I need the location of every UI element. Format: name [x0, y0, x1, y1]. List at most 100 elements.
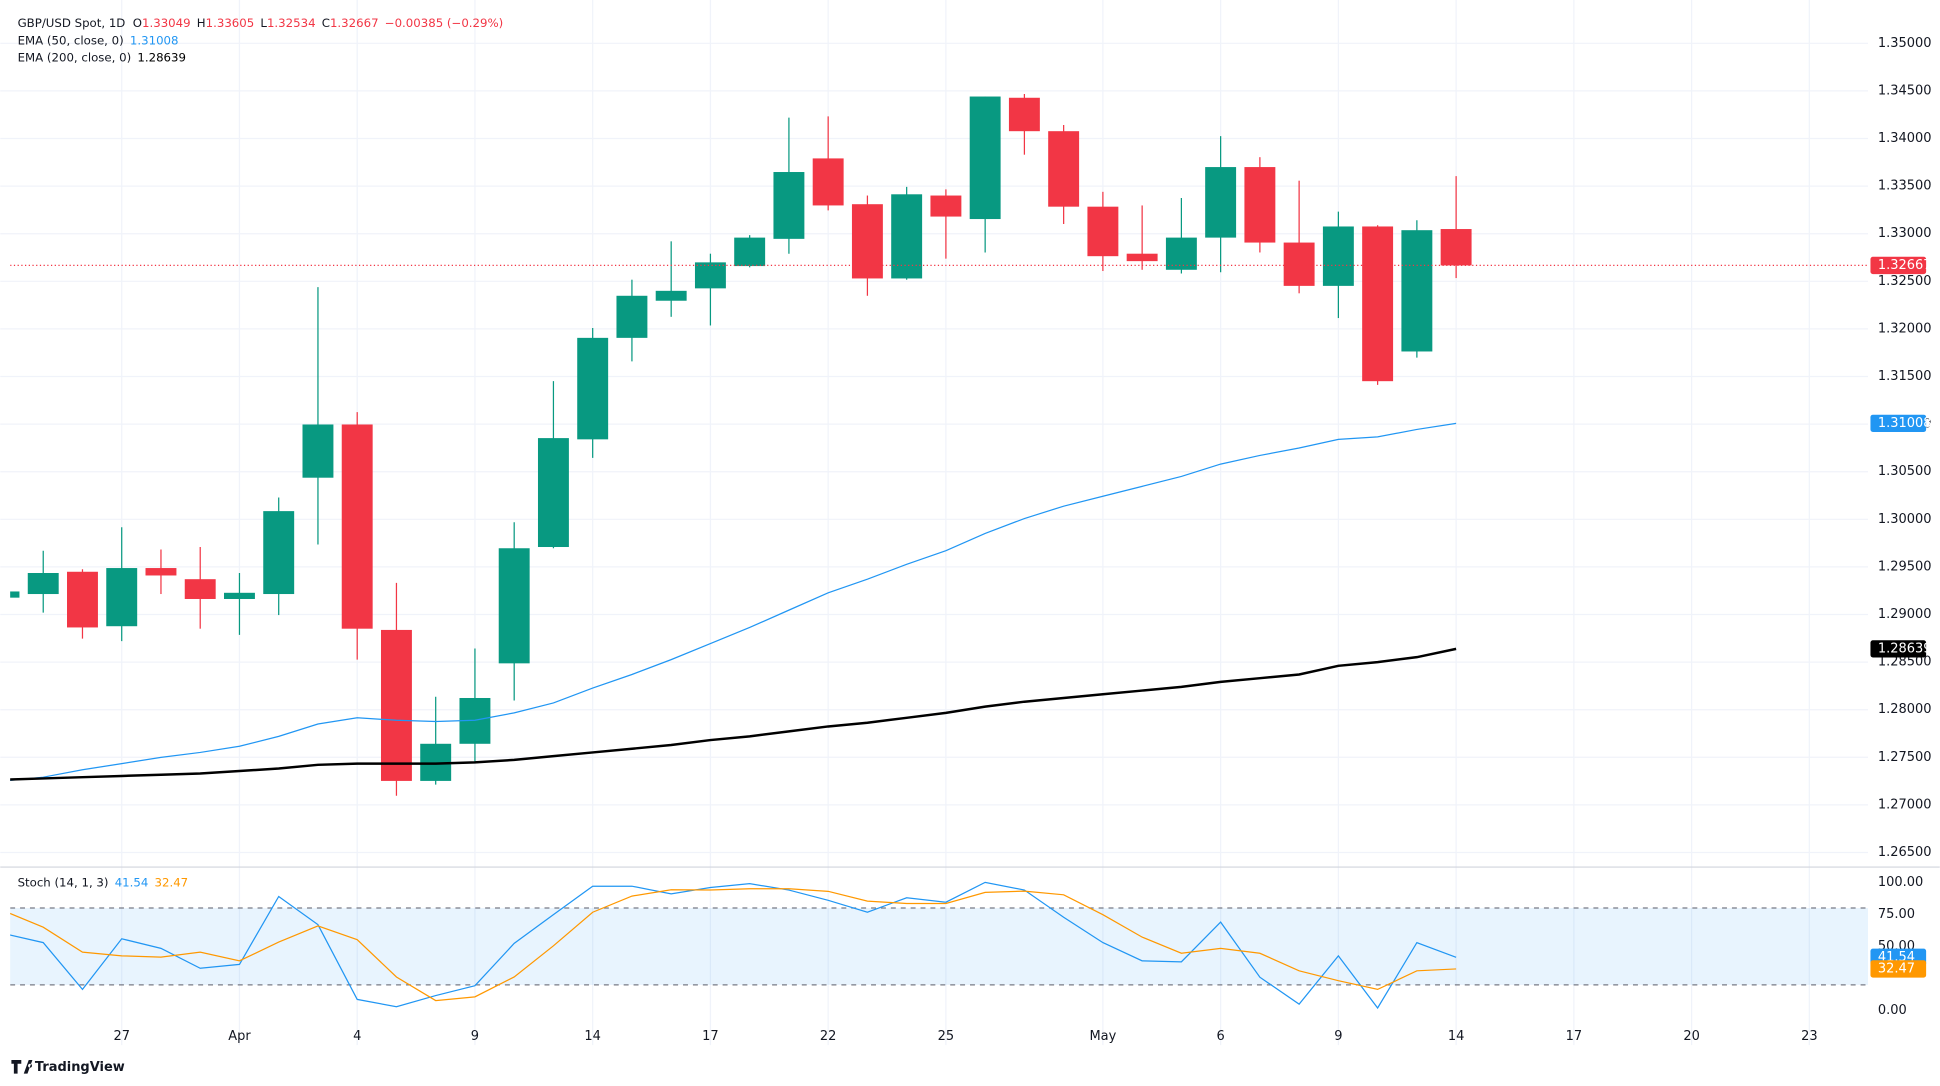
legend-entry: EMA (50, close, 0) — [18, 33, 124, 47]
brand: TradingView — [35, 1060, 125, 1075]
candle-body — [498, 548, 530, 664]
candle-body — [184, 579, 216, 599]
stoch-line — [10, 881, 1457, 1010]
price-pane — [10, 94, 1868, 796]
change: −0.00385 (−0.29%) — [385, 16, 504, 30]
y-tick-label: 1.33000 — [1878, 226, 1932, 241]
candle-body — [1283, 242, 1315, 286]
candle-body — [1205, 167, 1237, 238]
ohlc-label: C — [322, 16, 330, 30]
stoch-tick-label: 100.00 — [1878, 875, 1923, 890]
stoch-legend-value: 32.47 — [155, 876, 189, 890]
candle-body — [773, 172, 805, 239]
ohlc-value: 1.33049 — [142, 16, 191, 30]
stoch-line — [10, 888, 1457, 1002]
candle-body — [341, 424, 373, 629]
candle-body — [969, 96, 1001, 220]
ema-value-label-bg — [1870, 640, 1927, 658]
ema-value-label: 1.31008 — [1878, 416, 1932, 431]
x-tick-label: 9 — [1334, 1029, 1342, 1044]
candle-body — [655, 290, 687, 301]
ema-line — [10, 422, 1457, 781]
candle-body — [812, 158, 844, 206]
ema-line — [10, 647, 1457, 781]
candle-body — [67, 571, 98, 628]
y-tick-label: 1.28000 — [1878, 702, 1932, 717]
ohlc-label: L — [260, 16, 267, 30]
x-tick-label: Apr — [228, 1029, 251, 1044]
stoch-tick-label: 0.00 — [1878, 1003, 1907, 1018]
stoch-value-label: 32.47 — [1878, 961, 1915, 976]
brand-logo: TradingView — [11, 1060, 125, 1075]
x-tick-label: 14 — [1448, 1029, 1465, 1044]
y-tick-label: 1.34500 — [1878, 83, 1932, 98]
x-tick-label: 14 — [584, 1029, 601, 1044]
candle-body — [891, 194, 923, 279]
candle-body — [851, 204, 883, 279]
legend-entry: EMA (200, close, 0) — [18, 51, 132, 65]
y-tick-label: 1.30500 — [1878, 464, 1932, 479]
y-tick-label: 1.35000 — [1878, 36, 1932, 51]
candle-body — [145, 568, 177, 576]
y-tick-label: 1.31500 — [1878, 369, 1932, 384]
ohlc-value: 1.32667 — [330, 16, 379, 30]
legend-value: 1.31008 — [130, 33, 179, 47]
x-tick-label: 9 — [471, 1029, 479, 1044]
x-tick-label: May — [1089, 1029, 1116, 1044]
ohlc-value: 1.32534 — [267, 16, 316, 30]
candle-body — [1440, 229, 1472, 266]
ohlc-label: O — [133, 16, 142, 30]
stoch-value-label-bg — [1870, 960, 1927, 978]
y-tick-label: 1.30000 — [1878, 512, 1932, 527]
x-tick-label: 27 — [113, 1029, 130, 1044]
x-tick-label: 4 — [353, 1029, 361, 1044]
candle-body — [10, 591, 20, 598]
legend: GBP/USD Spot, 1D O 1.33049 H 1.33605 L 1.32534… — [18, 16, 504, 890]
candle-body — [734, 237, 766, 267]
y-tick-label: 1.32500 — [1878, 274, 1932, 289]
logo-icon — [11, 1060, 33, 1074]
y-tick-label: 1.33500 — [1878, 179, 1932, 194]
y-tick-label: 1.27500 — [1878, 750, 1932, 765]
candle-body — [930, 195, 962, 217]
candle-body — [380, 629, 412, 781]
candle-body — [302, 424, 334, 478]
candle-body — [616, 295, 648, 338]
legend-value: 1.28639 — [137, 51, 186, 65]
stoch-title: Stoch (14, 1, 3) — [18, 876, 109, 890]
candle-body — [694, 262, 726, 289]
candle-body — [1126, 253, 1158, 262]
ohlc-label: H — [197, 16, 206, 30]
stoch-band — [10, 907, 1868, 986]
y-tick-label: 1.32000 — [1878, 321, 1932, 336]
grid — [0, 0, 1868, 1046]
x-tick-label: 22 — [820, 1029, 837, 1044]
candle-body — [1244, 167, 1276, 243]
stoch-legend-value: 41.54 — [115, 876, 149, 890]
axes: 27 Apr 4 9 14 17 22 25 May 6 9 14 17 20 23 1.26500 1.270… — [113, 36, 1931, 1044]
y-tick-label: 1.29000 — [1878, 607, 1932, 622]
candle-body — [1322, 226, 1354, 286]
x-tick-label: 23 — [1801, 1029, 1818, 1044]
candle-body — [1048, 131, 1080, 207]
stoch-tick-label: 75.00 — [1878, 907, 1915, 922]
x-tick-label: 25 — [938, 1029, 955, 1044]
y-tick-label: 1.28500 — [1878, 655, 1932, 670]
candle-body — [263, 511, 295, 595]
stoch-pane — [10, 881, 1457, 1010]
candle-body — [1165, 237, 1197, 270]
candle-body — [1008, 97, 1040, 132]
last-price-label: 1.32667 — [1878, 258, 1932, 273]
ohlc-value: 1.33605 — [206, 16, 255, 30]
y-tick-label: 1.27000 — [1878, 797, 1932, 812]
candle-body — [537, 438, 569, 548]
candle-body — [223, 592, 255, 599]
candle-body — [27, 572, 59, 595]
stoch-band-fill — [10, 908, 1868, 985]
candle-body — [1087, 206, 1119, 257]
x-tick-label: 6 — [1217, 1029, 1225, 1044]
y-tick-label: 1.34000 — [1878, 131, 1932, 146]
x-tick-label: 17 — [702, 1029, 719, 1044]
x-tick-label: 20 — [1683, 1029, 1700, 1044]
